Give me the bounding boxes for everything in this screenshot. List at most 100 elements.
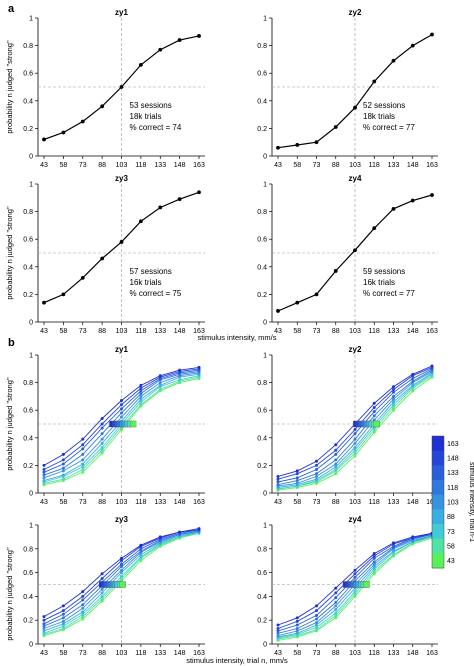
colorbar-segment: [432, 509, 444, 525]
data-point: [61, 469, 65, 473]
x-tick-label: 43: [274, 162, 282, 169]
data-point: [100, 256, 105, 261]
y-tick-label: 0.4: [257, 435, 267, 442]
colorbar-segment: [432, 465, 444, 481]
data-point: [334, 465, 338, 469]
data-point: [372, 430, 376, 434]
y-tick-label: 0.2: [257, 463, 267, 470]
data-point: [372, 569, 376, 573]
data-point: [353, 428, 357, 432]
colorbar-segment: [432, 553, 444, 569]
x-tick-label: 118: [135, 650, 146, 657]
panel-title: zy1: [115, 8, 128, 17]
x-tick-label: 43: [274, 650, 282, 657]
data-point: [392, 394, 395, 398]
y-tick-label: 0.4: [257, 594, 267, 601]
data-point: [334, 468, 338, 472]
data-point: [315, 617, 318, 621]
x-tick-label: 88: [332, 328, 340, 335]
data-point: [139, 383, 143, 387]
data-point: [392, 400, 395, 404]
data-point: [120, 428, 123, 432]
data-point: [411, 383, 415, 387]
colorbar-frame: [431, 435, 445, 569]
data-point: [139, 553, 143, 557]
data-point: [42, 300, 46, 305]
x-tick-label: 118: [135, 328, 146, 335]
x-tick-label: 118: [135, 499, 146, 506]
x-tick-label: 58: [293, 328, 301, 335]
x-tick-label: 133: [388, 162, 400, 169]
x-tick-label: 43: [40, 650, 48, 657]
x-tick-label: 148: [174, 650, 186, 657]
data-point: [80, 119, 85, 124]
data-point: [42, 468, 46, 472]
colorbar-label: stimulus intensity, trial n-1: [468, 462, 474, 542]
x-tick-label: 133: [388, 650, 400, 657]
x-tick-label: 133: [154, 499, 166, 506]
x-tick-label: 73: [79, 650, 87, 657]
y-tick-label: 0.8: [257, 209, 267, 216]
data-point: [372, 552, 376, 556]
y-tick-label: 0.2: [257, 292, 267, 299]
data-point: [276, 631, 280, 635]
data-point: [81, 617, 85, 621]
data-point: [391, 206, 396, 211]
data-point: [158, 535, 162, 539]
data-point: [276, 474, 280, 478]
y-tick-label: 0.2: [23, 126, 33, 133]
data-point: [119, 240, 124, 244]
data-point: [315, 463, 318, 467]
data-point: [392, 549, 395, 553]
data-point: [353, 441, 357, 445]
data-point: [120, 399, 123, 403]
data-point: [276, 477, 280, 481]
data-point: [100, 426, 104, 430]
data-point: [334, 472, 338, 476]
x-tick-label: 163: [193, 499, 205, 506]
annotation-text: 16k trials: [130, 278, 162, 287]
data-point: [430, 364, 434, 368]
panel-5: zy1 0 0.2 0.4 0.6 0.8 1 43 58 73 88 103 118 133 148 163: [23, 345, 205, 506]
data-point: [353, 575, 357, 579]
x-tick-label: 73: [313, 328, 321, 335]
data-point: [353, 572, 357, 576]
panel-title: zy4: [349, 515, 362, 524]
data-point: [392, 390, 395, 394]
data-point: [139, 543, 143, 547]
x-tick-label: 43: [40, 499, 48, 506]
y-tick-label: 0: [29, 491, 33, 498]
data-point: [411, 372, 415, 376]
data-point: [372, 401, 376, 405]
data-point: [100, 577, 104, 581]
data-point: [81, 594, 85, 598]
data-point: [158, 383, 162, 387]
annotation-text: % correct = 77: [363, 289, 415, 298]
y-tick-label: 0.2: [23, 618, 33, 625]
data-point: [158, 374, 162, 378]
threshold-marker: [373, 420, 380, 428]
data-point: [372, 572, 376, 576]
data-point: [61, 452, 65, 456]
data-point: [100, 451, 104, 455]
y-tick-label: 0.8: [23, 380, 33, 387]
data-point: [315, 609, 318, 613]
data-point: [120, 571, 123, 575]
data-point: [139, 386, 143, 390]
ylabel-top-1: probability n judged "strong": [5, 40, 14, 134]
x-tick-label: 148: [174, 328, 186, 335]
data-point: [61, 473, 65, 477]
x-tick-label: 58: [59, 162, 67, 169]
data-point: [353, 594, 357, 598]
data-point: [81, 603, 85, 607]
x-tick-label: 163: [426, 328, 438, 335]
x-tick-label: 88: [98, 499, 106, 506]
data-point: [42, 624, 46, 628]
data-point: [391, 58, 396, 63]
data-point: [334, 613, 338, 617]
data-point: [276, 309, 280, 313]
data-point: [61, 477, 65, 481]
data-point: [276, 145, 280, 150]
x-tick-label: 103: [349, 328, 361, 335]
data-point: [81, 465, 85, 469]
